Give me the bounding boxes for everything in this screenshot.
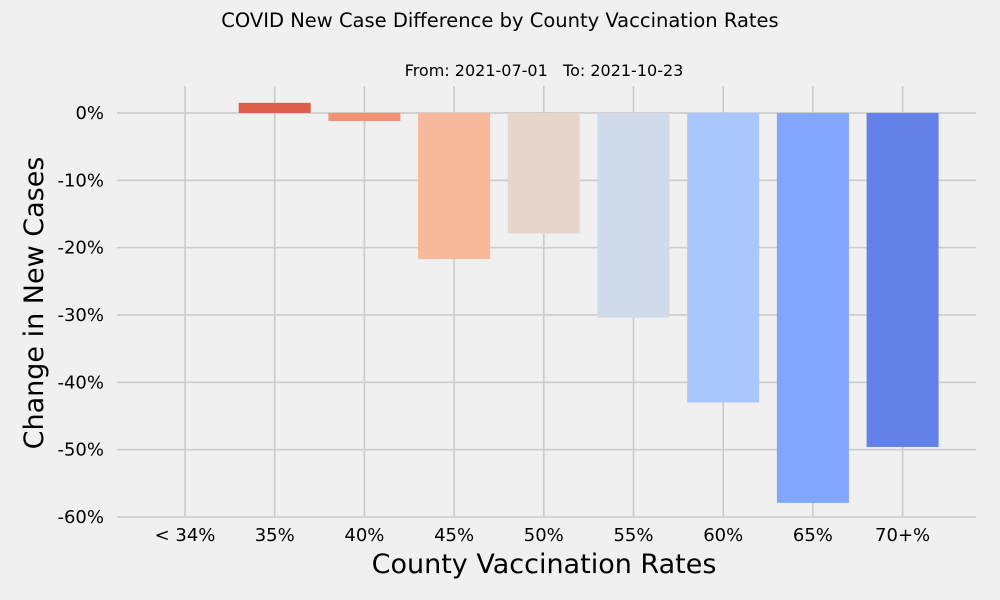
y-tick-label: -30%	[57, 305, 104, 326]
y-tick-label: -40%	[57, 372, 104, 393]
y-tick-label: 0%	[75, 103, 104, 124]
x-tick-label: 60%	[703, 525, 743, 546]
x-tick-label: 55%	[613, 525, 653, 546]
bar	[776, 112, 849, 503]
tick-labels: 0% -10% -20% -30% -40% -50% -60% < 34% 35% 40% 45%…	[57, 103, 930, 546]
x-tick-label: 65%	[793, 525, 833, 546]
x-tick-label: 50%	[524, 525, 564, 546]
bar	[418, 112, 491, 260]
chart-subtitle: From: 2021-07-01 To: 2021-10-23	[405, 61, 684, 80]
x-tick-label: 70+%	[875, 525, 930, 546]
bar	[597, 112, 670, 318]
x-tick-label: < 34%	[155, 525, 216, 546]
x-tick-label: 40%	[344, 525, 384, 546]
y-tick-label: -10%	[57, 170, 104, 191]
y-axis-label: Change in New Cases	[19, 157, 50, 450]
x-tick-label: 45%	[434, 525, 474, 546]
bars	[238, 102, 939, 503]
bar	[687, 112, 760, 403]
chart-title: COVID New Case Difference by County Vacc…	[221, 9, 778, 32]
x-tick-label: 35%	[255, 525, 295, 546]
y-tick-label: -20%	[57, 238, 104, 259]
y-tick-label: -60%	[57, 507, 104, 528]
bar	[238, 102, 311, 113]
x-axis-label: County Vaccination Rates	[372, 549, 717, 580]
bar	[507, 112, 580, 234]
bar	[866, 112, 939, 447]
bar	[328, 112, 401, 122]
y-tick-label: -50%	[57, 440, 104, 461]
